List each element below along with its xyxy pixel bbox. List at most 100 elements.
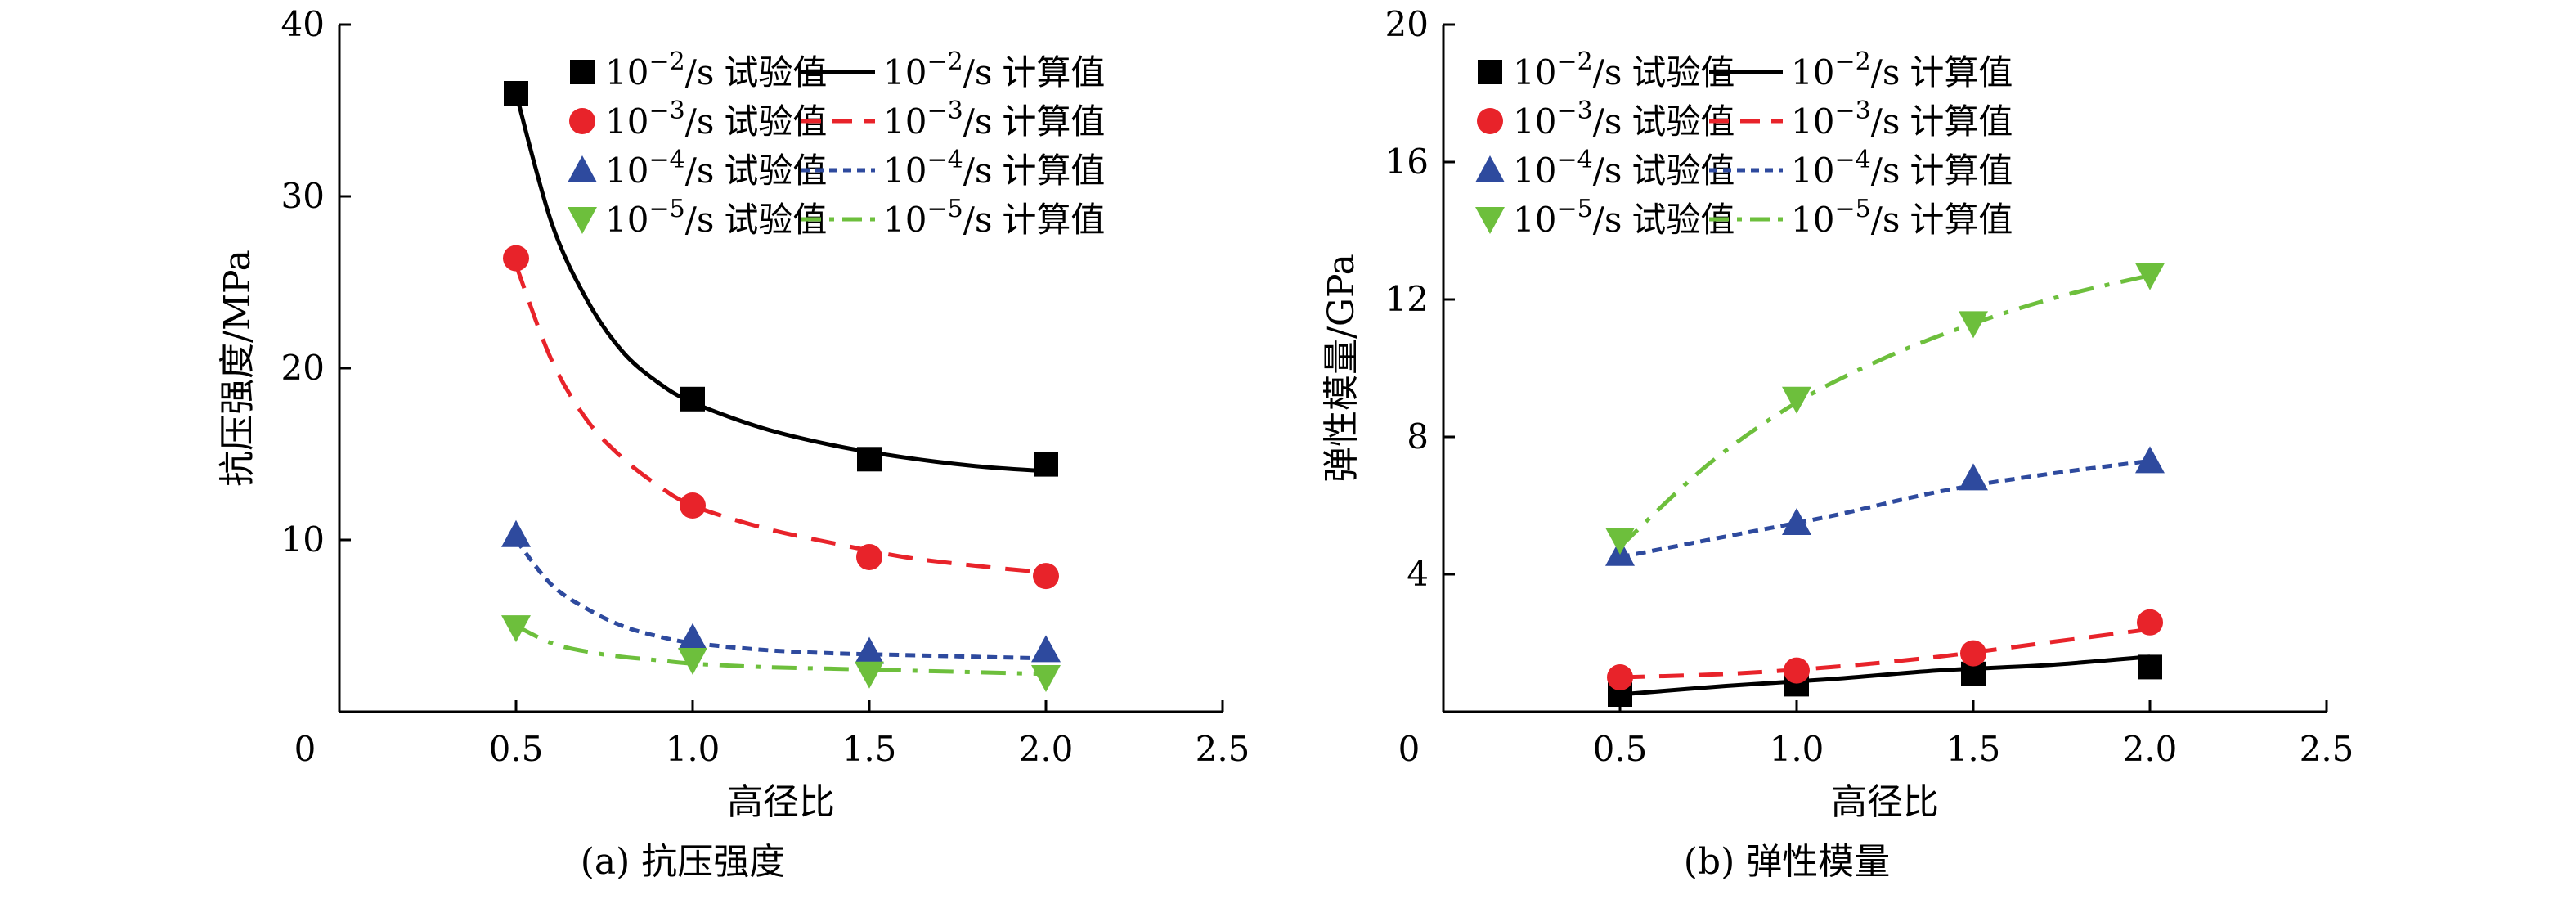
y-tick-label: 8 xyxy=(1407,416,1429,456)
data-point xyxy=(1959,311,1988,339)
legend-entry-1: 10−3/s 试验值 10−3/s 计算值 xyxy=(569,97,1105,142)
data-point xyxy=(1605,528,1635,555)
legend-entry-3: 10−5/s 试验值 10−5/s 计算值 xyxy=(1475,195,2013,240)
series-1 xyxy=(1607,609,2163,690)
data-point xyxy=(1033,563,1059,590)
data-point xyxy=(504,81,528,106)
data-point xyxy=(2137,609,2163,636)
legend-marker xyxy=(568,207,597,234)
x-tick-label: 2.0 xyxy=(2123,729,2178,769)
x-tick-label: 1.5 xyxy=(1946,729,2001,769)
series-1 xyxy=(503,245,1059,590)
x-tick-label: 0.5 xyxy=(489,729,544,769)
data-point xyxy=(1784,657,1810,684)
x-tick-label: 2.5 xyxy=(2300,729,2354,769)
legend-entry-2: 10−4/s 试验值 10−4/s 计算值 xyxy=(1475,146,2013,191)
series-0 xyxy=(1608,654,2162,707)
y-tick-label: 20 xyxy=(281,348,325,388)
y-axis-label: 弹性模量/GPa xyxy=(1321,254,1362,483)
y-tick-label: 16 xyxy=(1385,142,1429,182)
chart-compressive-strength: 0 0.5 1.0 1.5 2.0 2.5 10 20 30 40 高径比 抗压强度/MPa (a) 抗… xyxy=(217,4,1250,883)
x-tick-label: 0.5 xyxy=(1593,729,1648,769)
data-point xyxy=(501,519,531,547)
series-3 xyxy=(1605,263,2165,555)
chart-elastic-modulus: 0 0.5 1.0 1.5 2.0 2.5 4 8 12 16 20 高径比 弹性模量/GPa (b) 弹… xyxy=(1321,4,2354,883)
legend-calc-label: 10−5/s 计算值 xyxy=(883,195,1105,240)
x-axis-label: 高径比 xyxy=(1831,781,1939,823)
data-point xyxy=(1959,463,1988,491)
legend-calc-label: 10−4/s 计算值 xyxy=(883,146,1105,191)
y-tick-label: 20 xyxy=(1385,4,1429,44)
legend-calc-label: 10−2/s 计算值 xyxy=(883,47,1105,92)
data-point xyxy=(2135,446,2165,474)
x-tick-label: 1.5 xyxy=(842,729,897,769)
legend-exp-label: 10−3/s 试验值 xyxy=(1513,97,1735,142)
y-tick-label: 4 xyxy=(1407,554,1429,594)
series-3 xyxy=(501,615,1061,692)
data-point xyxy=(1607,664,1633,690)
data-point xyxy=(855,636,884,664)
legend-marker xyxy=(1475,207,1505,234)
y-tick-label: 40 xyxy=(281,4,325,44)
legend-exp-label: 10−5/s 试验值 xyxy=(605,195,827,240)
legend-calc-label: 10−3/s 计算值 xyxy=(1791,97,2013,142)
legend-exp-label: 10−4/s 试验值 xyxy=(605,146,827,191)
data-point xyxy=(2138,654,2162,680)
legend-marker xyxy=(569,108,595,134)
y-tick-label: 12 xyxy=(1385,279,1429,319)
data-point xyxy=(1960,640,1986,667)
series-2 xyxy=(501,519,1061,664)
calc-curve xyxy=(514,538,1047,661)
legend-entry-3: 10−5/s 试验值 10−5/s 计算值 xyxy=(568,195,1105,240)
x-tick-label: 2.5 xyxy=(1196,729,1250,769)
legend-marker xyxy=(568,155,597,182)
calc-curve xyxy=(1619,458,2151,560)
legend-marker xyxy=(570,60,595,84)
legend-exp-label: 10−4/s 试验值 xyxy=(1513,146,1735,191)
data-point xyxy=(503,245,529,272)
legend-exp-label: 10−2/s 试验值 xyxy=(1513,47,1735,92)
data-point xyxy=(856,544,882,570)
calc-curve xyxy=(514,623,1047,677)
y-tick-label: 30 xyxy=(281,176,325,216)
x-tick-label: 2.0 xyxy=(1019,729,1074,769)
legend-entry-0: 10−2/s 试验值 10−2/s 计算值 xyxy=(570,47,1105,92)
legend-marker xyxy=(1478,60,1502,84)
data-point xyxy=(1031,665,1061,692)
data-point xyxy=(680,386,705,412)
chart-caption: (b) 弹性模量 xyxy=(1684,841,1890,883)
legend-marker xyxy=(1475,155,1505,182)
x-tick-label: 1.0 xyxy=(1770,729,1824,769)
calc-curve xyxy=(1619,627,2151,680)
x-tick-label: 1.0 xyxy=(666,729,720,769)
data-point xyxy=(1782,508,1811,535)
legend-calc-label: 10−3/s 计算值 xyxy=(883,97,1105,142)
series-0 xyxy=(504,81,1058,477)
data-point xyxy=(857,447,882,472)
x-tick-label: 0 xyxy=(1398,729,1420,769)
legend-entry-2: 10−4/s 试验值 10−4/s 计算值 xyxy=(568,146,1105,191)
x-tick-label: 0 xyxy=(294,729,316,769)
legend-marker xyxy=(1477,108,1503,134)
data-point xyxy=(501,615,531,643)
x-axis-label: 高径比 xyxy=(727,781,835,823)
y-axis-label: 抗压强度/MPa xyxy=(217,250,258,487)
series-2 xyxy=(1605,446,2165,566)
calc-curve xyxy=(1618,273,2151,549)
calc-curve xyxy=(1619,654,2151,697)
legend-calc-label: 10−5/s 计算值 xyxy=(1791,195,2013,240)
legend-calc-label: 10−2/s 计算值 xyxy=(1791,47,2013,92)
legend-exp-label: 10−2/s 试验值 xyxy=(605,47,827,92)
legend-entry-0: 10−2/s 试验值 10−2/s 计算值 xyxy=(1478,47,2013,92)
data-point xyxy=(680,492,706,519)
legend-exp-label: 10−3/s 试验值 xyxy=(605,97,827,142)
data-point xyxy=(678,648,707,675)
legend-entry-1: 10−3/s 试验值 10−3/s 计算值 xyxy=(1477,97,2013,142)
data-point xyxy=(1034,452,1058,477)
data-point xyxy=(1031,635,1061,663)
legend-calc-label: 10−4/s 计算值 xyxy=(1791,146,2013,191)
data-point xyxy=(678,623,707,650)
chart-caption: (a) 抗压强度 xyxy=(581,841,786,883)
data-point xyxy=(2135,263,2165,290)
